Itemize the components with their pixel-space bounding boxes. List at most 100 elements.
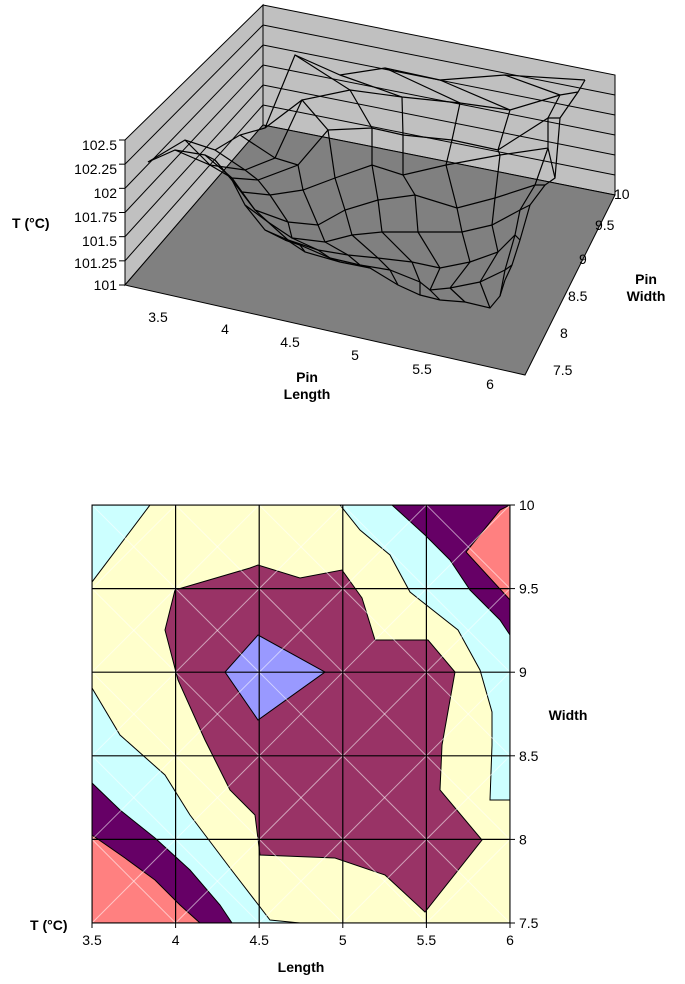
contour-corner-label: T (°C) [30, 917, 67, 933]
x-tick-label: 4 [221, 321, 229, 337]
surface-wall-gridline [262, 84, 616, 156]
z-tick-label: 101.5 [82, 233, 117, 249]
contour-diagonal [258, 671, 344, 757]
contour-diagonal [175, 505, 260, 589]
contour-x-tick-label: 4 [172, 932, 180, 948]
surface-wall-gridline [124, 104, 264, 262]
z-tick-label: 102 [94, 185, 118, 201]
contour-diagonal [342, 588, 427, 673]
contour-diagonal [175, 839, 260, 923]
surface-y-axis-label-line1: Pin [635, 271, 657, 287]
contour-plot-area [92, 505, 510, 923]
x-tick-label: 5 [351, 347, 359, 363]
contour-diagonal [258, 755, 344, 840]
contour-chart: 3.5 4 4.5 5 5.5 6 7.588.599.510 Length Width … [30, 497, 587, 975]
surface-mesh-line [339, 74, 441, 301]
surface-mesh-line [384, 67, 471, 303]
contour-y-tick-label: 8 [519, 831, 527, 847]
contour-diagonal [426, 588, 510, 673]
surface-mesh-line [239, 134, 371, 269]
surface-mesh-line [439, 79, 511, 309]
contour-diagonal [175, 671, 260, 757]
contour-diagonal [426, 505, 510, 589]
contour-diagonal [92, 755, 176, 840]
contour-diagonal [175, 755, 260, 840]
contour-diagonal [92, 505, 176, 589]
z-tick-label: 101.75 [74, 209, 117, 225]
y-tick-label: 9.5 [595, 217, 615, 233]
y-tick-label: 8.5 [568, 288, 588, 304]
surface-mesh-line [184, 139, 306, 253]
contour-diagonal [258, 839, 344, 923]
surface-mesh-line [214, 149, 341, 263]
contour-x-tick-label: 3.5 [82, 932, 102, 948]
x-tick-label: 5.5 [412, 361, 432, 377]
z-tick-label: 102.25 [74, 161, 117, 177]
surface-mesh-line [499, 74, 561, 297]
surface-mesh [147, 54, 586, 309]
surface-z-axis-label: T (°C) [12, 215, 49, 231]
contour-diagonal [92, 839, 176, 923]
contour-x-ticks: 3.5 4 4.5 5 5.5 6 [82, 923, 514, 948]
surface-wall-gridline [124, 64, 264, 213]
surface-x-axis-label-line2: Length [284, 386, 331, 402]
surface-wall-gridline [124, 44, 264, 189]
contour-diagonal [92, 671, 176, 757]
contour-diagonal [426, 671, 510, 757]
contour-diagonal [342, 671, 427, 757]
y-tick-label: 9 [579, 251, 587, 267]
contour-band-highest [465, 505, 510, 601]
contour-diagonal [258, 505, 344, 589]
contour-y-tick-label: 10 [519, 497, 535, 513]
surface-z-ticks: 101 101.25 101.5 101.75 102 102.25 102.5 [74, 137, 117, 293]
contour-y-tick-label: 9.5 [519, 581, 539, 597]
y-tick-label: 8 [560, 325, 568, 341]
surface-chart: 101 101.25 101.5 101.75 102 102.25 102.5… [12, 3, 666, 402]
contour-faint-lines [92, 505, 510, 923]
contour-x-tick-label: 5 [339, 932, 347, 948]
contour-x-tick-label: 5.5 [417, 932, 437, 948]
surface-x-axis-label-line1: Pin [296, 369, 318, 385]
contour-diagonal [258, 588, 344, 673]
surface-mesh-line [147, 149, 291, 243]
contour-band-high [92, 505, 151, 583]
contour-y-tick-label: 8.5 [519, 748, 539, 764]
surface-wall-gridline [124, 84, 264, 238]
contour-band-highest [92, 834, 201, 923]
contour-y-tick-label: 7.5 [519, 915, 539, 931]
surface-mesh-line [264, 99, 399, 286]
z-tick-label: 101 [94, 277, 118, 293]
contour-diagonal [175, 588, 260, 673]
contour-plot-frame [91, 504, 511, 924]
contour-y-axis-label: Width [549, 707, 588, 723]
surface-wall-gridline [124, 24, 264, 165]
z-tick-label: 101.25 [74, 255, 117, 271]
contour-x-tick-label: 4.5 [249, 932, 269, 948]
contour-x-axis-label: Length [278, 959, 325, 975]
surface-y-ticks: 7.5 8 8.5 9 9.5 10 [553, 186, 630, 378]
contour-diagonal [426, 839, 510, 923]
z-tick-label: 102.5 [82, 137, 117, 153]
contour-y-tick-label: 9 [519, 664, 527, 680]
surface-wall-gridline [262, 24, 616, 96]
contour-diagonal [426, 755, 510, 840]
contour-diagonal [342, 505, 427, 589]
surface-x-ticks: 3.5 4 4.5 5 5.5 6 [148, 309, 494, 392]
contour-band-lowest [224, 634, 326, 721]
x-tick-label: 3.5 [148, 309, 168, 325]
surface-floor [124, 124, 616, 376]
contour-y-ticks: 7.5 8 8.5 9 9.5 10 [510, 497, 539, 931]
contour-gridlines [92, 505, 510, 923]
y-tick-label: 7.5 [553, 362, 573, 378]
contour-diagonal [92, 588, 176, 673]
y-tick-label: 10 [614, 186, 630, 202]
x-tick-label: 4.5 [280, 334, 300, 350]
contour-diagonal [342, 755, 427, 840]
surface-wall-gridline [262, 64, 616, 136]
surface-y-axis-label-line2: Width [627, 288, 666, 304]
surface-mesh-line [294, 54, 421, 295]
x-tick-label: 6 [486, 376, 494, 392]
contour-x-tick-label: 6 [506, 932, 514, 948]
surface-mesh-line [504, 79, 586, 281]
